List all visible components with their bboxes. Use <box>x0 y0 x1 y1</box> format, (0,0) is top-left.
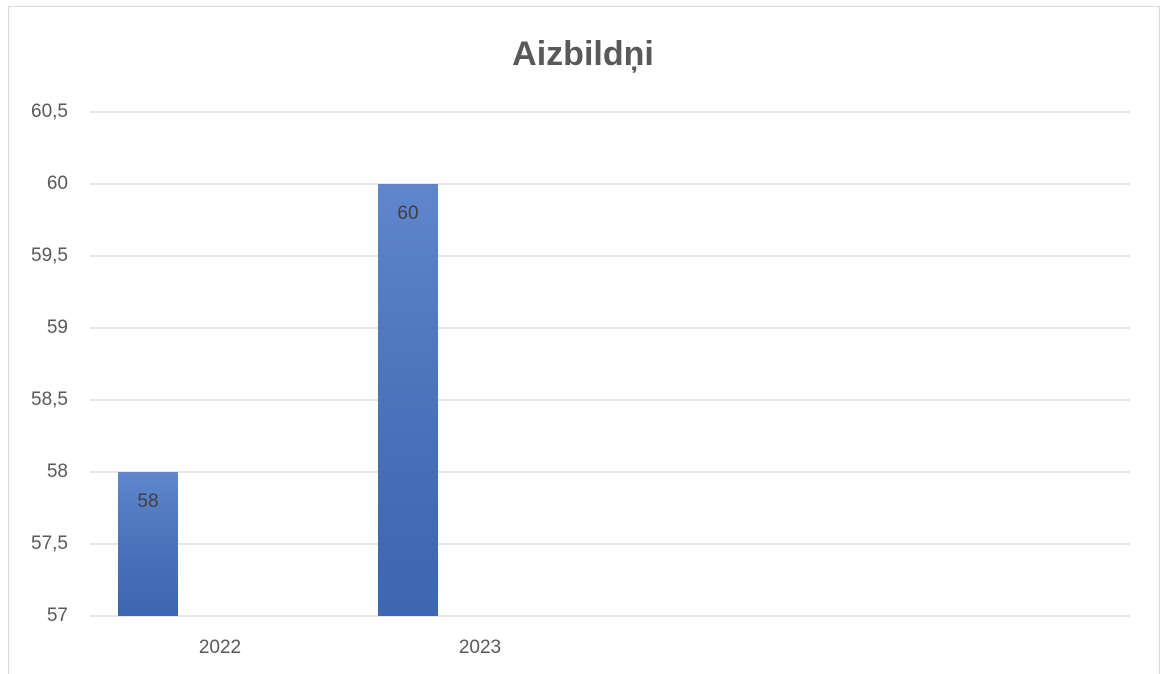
y-tick-label: 60,5 <box>31 101 68 122</box>
chart-title: Aizbildņi <box>512 35 654 73</box>
y-tick-label: 60 <box>47 173 68 194</box>
x-tick-label: 2022 <box>199 637 241 658</box>
value-label: 60 <box>397 203 418 224</box>
bar-shade <box>118 472 178 616</box>
y-tick-label: 57 <box>47 605 68 626</box>
x-tick-label: 2023 <box>459 637 501 658</box>
y-tick-label: 57,5 <box>31 533 68 554</box>
chart-border <box>8 6 1160 674</box>
y-tick-label: 58 <box>47 461 68 482</box>
value-label: 58 <box>137 491 158 512</box>
y-tick-label: 59,5 <box>31 245 68 266</box>
y-tick-label: 58,5 <box>31 389 68 410</box>
bar-shade <box>378 184 438 616</box>
y-tick-label: 59 <box>47 317 68 338</box>
